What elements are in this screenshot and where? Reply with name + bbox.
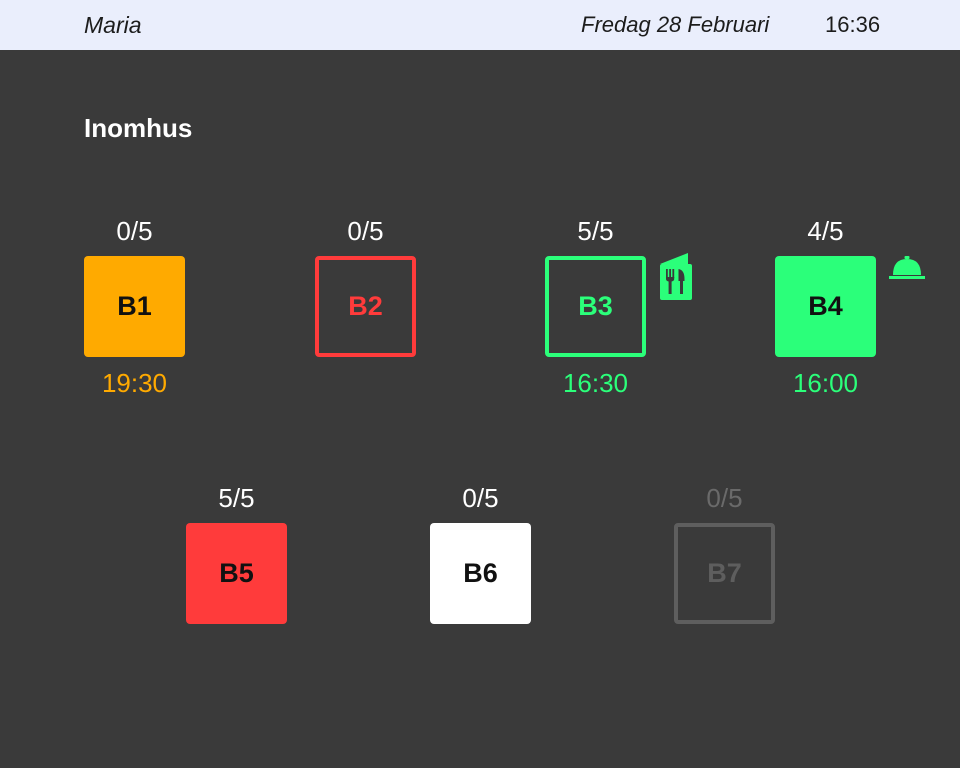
table-guest-count: 4/5	[807, 216, 844, 246]
table-button-b5[interactable]: B5	[186, 523, 287, 624]
current-date: Fredag 28 Februari	[581, 12, 770, 37]
table-guest-count: 5/5	[218, 483, 255, 513]
table-guest-count: 5/5	[577, 216, 614, 246]
table-guest-count: 0/5	[706, 483, 743, 513]
table-guest-count: 0/5	[347, 216, 384, 246]
table-button-b2[interactable]: B2	[315, 256, 416, 357]
table-guest-count: 0/5	[116, 216, 153, 246]
table-time: 19:30	[101, 368, 168, 398]
table-time: 16:30	[562, 368, 629, 398]
cloche-icon	[888, 254, 926, 287]
table-button-b7: B7	[674, 523, 775, 624]
current-time: 16:36	[825, 12, 881, 37]
user-name: Maria	[84, 12, 142, 38]
table-button-b6[interactable]: B6	[430, 523, 531, 624]
table-button-b1[interactable]: B1	[84, 256, 185, 357]
table-button-b4[interactable]: B4	[775, 256, 876, 357]
section-title: Inomhus	[84, 113, 193, 143]
table-guest-count: 0/5	[462, 483, 499, 513]
table-button-b3[interactable]: B3	[545, 256, 646, 357]
top-bar: Maria Fredag 28 Februari 16:36	[0, 0, 960, 50]
menu-cutlery-icon	[658, 250, 694, 313]
table-time: 16:00	[792, 368, 859, 398]
